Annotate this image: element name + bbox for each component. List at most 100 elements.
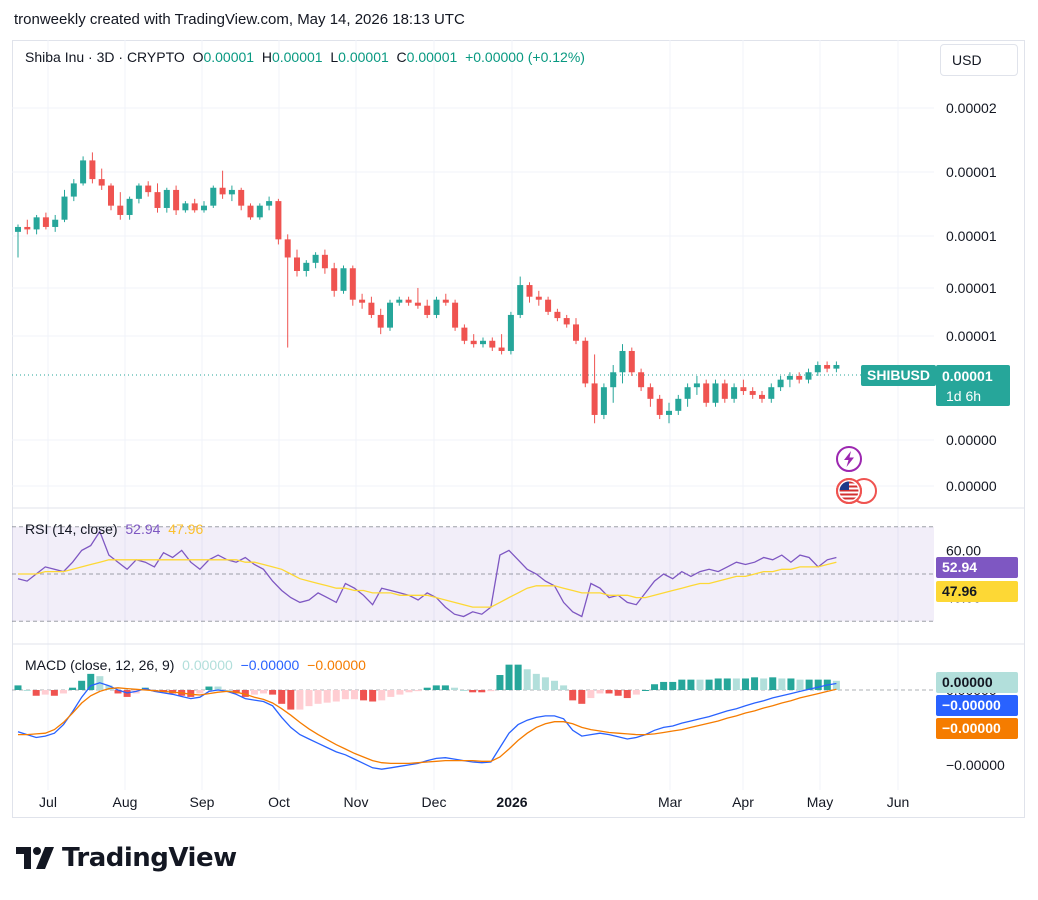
- macd-legend-label: MACD (close, 12, 26, 9): [25, 657, 175, 673]
- candle-body: [759, 394, 765, 399]
- macd-histogram-bar: [669, 681, 677, 690]
- candle-body: [777, 379, 784, 388]
- candle-body: [517, 285, 524, 315]
- bar-countdown: 1d 6h: [946, 388, 982, 404]
- time-axis-label: May: [807, 794, 833, 810]
- legend-symbol: Shiba Inu · 3D · CRYPTO: [25, 49, 185, 65]
- time-axis-label: Apr: [732, 794, 754, 810]
- macd-histogram-bar: [69, 687, 77, 690]
- lightning-icon[interactable]: [835, 445, 863, 473]
- price-axis-label: 0.00001: [946, 280, 997, 296]
- chart-frame: [12, 40, 1025, 818]
- macd-histogram-bar: [523, 669, 531, 690]
- macd-histogram-bar: [241, 690, 249, 697]
- candle-body: [15, 226, 21, 232]
- macd-histogram-bar: [350, 690, 358, 700]
- macd-histogram-bar: [832, 680, 840, 690]
- price-axis-label: 0.00002: [946, 100, 997, 116]
- macd-signal-tag: −0.00000: [936, 718, 1018, 739]
- brand-name: TradingView: [62, 843, 237, 873]
- macd-histogram-bar: [214, 686, 222, 690]
- candle-body: [824, 365, 831, 369]
- rsi-legend: RSI (14, close) 52.94 47.96: [25, 521, 203, 537]
- macd-histogram-bar: [741, 678, 749, 690]
- candle-body: [452, 302, 459, 328]
- macd-histogram-bar: [59, 690, 67, 694]
- candle-body: [368, 302, 375, 315]
- macd-histogram-bar: [296, 690, 304, 710]
- macd-histogram-bar: [114, 690, 122, 694]
- candle-body: [693, 383, 700, 388]
- macd-histogram-bar: [387, 690, 395, 697]
- macd-histogram-bar: [778, 678, 786, 690]
- price-axis-label: 0.00001: [946, 164, 997, 180]
- time-axis-label: Dec: [422, 794, 447, 810]
- macd-legend-hist: 0.00000: [182, 657, 233, 673]
- candle-body: [89, 160, 96, 180]
- tradingview-logo-icon: [16, 847, 54, 869]
- legend-low-value: 0.00001: [338, 49, 389, 65]
- macd-histogram-bar: [269, 690, 277, 695]
- macd-histogram-bar: [569, 690, 577, 701]
- rsi-legend-value: 52.94: [125, 521, 161, 537]
- candle-body: [219, 187, 226, 195]
- macd-histogram-bar: [78, 680, 86, 690]
- candle-body: [321, 254, 328, 269]
- macd-histogram-bar: [560, 685, 568, 690]
- currency-button[interactable]: USD: [940, 44, 1018, 76]
- macd-line: [17, 682, 837, 770]
- macd-histogram-bar: [196, 690, 204, 694]
- tradingview-logo[interactable]: TradingView: [16, 843, 237, 873]
- candle-body: [284, 239, 291, 258]
- macd-legend: MACD (close, 12, 26, 9) 0.00000 −0.00000…: [25, 657, 366, 673]
- rsi-band: [12, 526, 934, 622]
- macd-histogram-bar: [660, 681, 668, 690]
- macd-histogram-bar: [614, 690, 622, 696]
- macd-legend-macd: −0.00000: [240, 657, 300, 673]
- candle-body: [61, 196, 68, 220]
- macd-signal-line: [18, 687, 837, 765]
- candle-body: [796, 375, 803, 380]
- candle-body: [703, 383, 710, 403]
- candle-body: [154, 192, 161, 208]
- candle-body: [145, 185, 152, 193]
- chart-canvas[interactable]: 0.00002 0.00001 0.00001 0.00001 0.00001 0.000…: [12, 40, 1025, 818]
- time-axis-label: Mar: [658, 794, 682, 810]
- macd-histogram-bar: [378, 690, 386, 701]
- time-axis-label: Nov: [344, 794, 369, 810]
- candle-body: [377, 314, 384, 328]
- macd-histogram-bar: [441, 685, 449, 690]
- candle-body: [182, 203, 189, 211]
- us-flag-icon[interactable]: [834, 477, 880, 505]
- macd-histogram-bar: [423, 687, 431, 690]
- legend-close-label: C: [396, 49, 407, 65]
- rsi-legend-label: RSI (14, close): [25, 521, 118, 537]
- macd-histogram-bar: [278, 690, 286, 704]
- macd-histogram-bar: [696, 679, 704, 690]
- candle-body: [656, 398, 663, 415]
- candle-body: [740, 387, 747, 392]
- candle-body: [163, 189, 170, 208]
- macd-histogram-bar: [205, 686, 213, 690]
- macd-histogram-bar: [23, 690, 31, 691]
- macd-histogram-bar: [551, 680, 559, 690]
- candle-body: [396, 299, 403, 303]
- candle-body: [563, 318, 570, 325]
- candle-body: [52, 219, 59, 227]
- candle-body: [833, 365, 840, 369]
- price-axis-label: 0.00001: [946, 328, 997, 344]
- macd-axis-label: −0.00000: [946, 757, 1005, 773]
- candle-body: [814, 365, 821, 373]
- macd-histogram-bar: [369, 690, 377, 702]
- candle-body: [117, 205, 124, 215]
- time-axis-label: Aug: [113, 794, 138, 810]
- candle-body: [526, 285, 533, 297]
- legend-high-label: H: [261, 49, 272, 65]
- candle-body: [238, 189, 245, 206]
- candle-body: [731, 387, 738, 399]
- candle-body: [749, 391, 756, 395]
- candle-body: [126, 198, 133, 215]
- candle-body: [135, 185, 142, 199]
- macd-histogram-bar: [760, 678, 768, 690]
- rsi-legend-ma: 47.96: [168, 521, 204, 537]
